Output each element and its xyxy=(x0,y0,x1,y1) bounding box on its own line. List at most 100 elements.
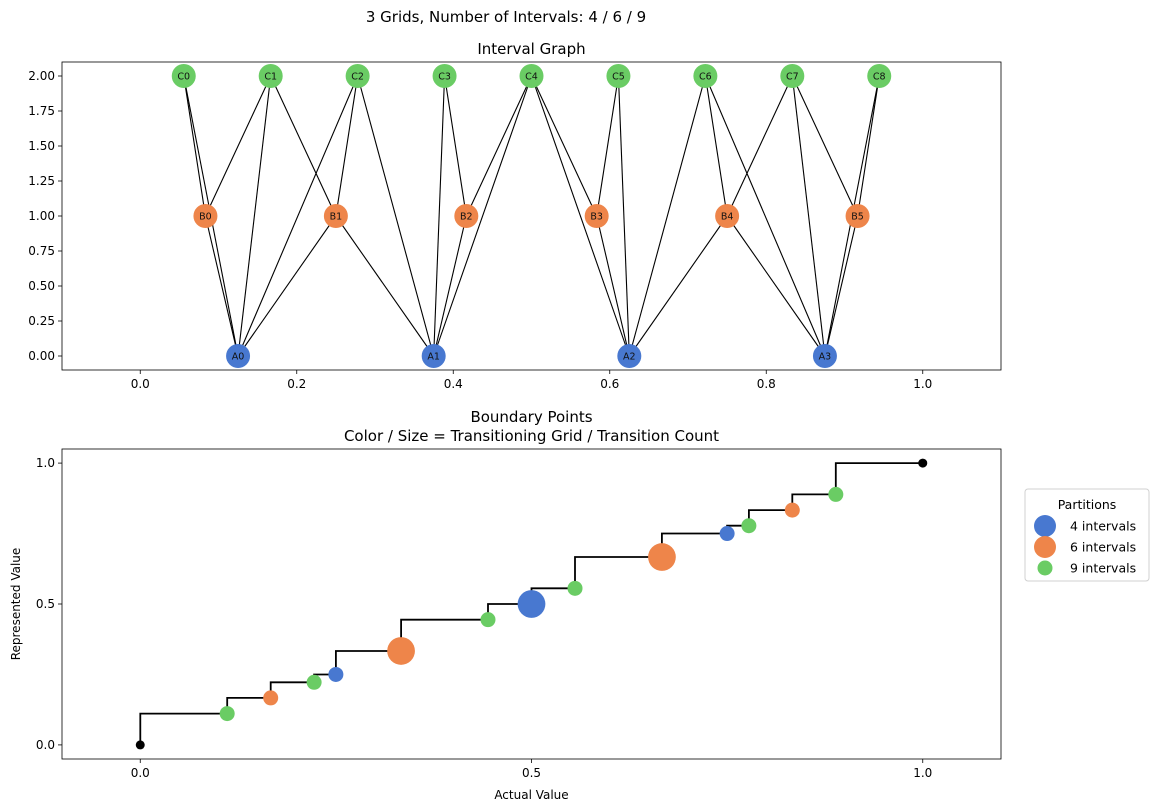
graph-node xyxy=(258,64,283,88)
y-tick-label: 0.00 xyxy=(28,349,55,363)
graph-node-label: B3 xyxy=(590,212,603,223)
graph-node-label: B0 xyxy=(199,212,212,223)
y-tick-label: 0.25 xyxy=(28,314,55,328)
graph-node xyxy=(193,204,218,228)
interval-graph-title: Interval Graph xyxy=(477,40,585,58)
y-tick-label: 1.00 xyxy=(28,209,55,223)
figure-suptitle: 3 Grids, Number of Intervals: 4 / 6 / 9 xyxy=(366,8,646,26)
graph-node-label: C2 xyxy=(351,72,364,83)
legend-marker xyxy=(1034,536,1056,558)
graph-node-label: C5 xyxy=(612,72,625,83)
graph-edge xyxy=(531,75,598,217)
legend-label: 9 intervals xyxy=(1070,561,1136,576)
graph-node xyxy=(432,64,457,88)
boundary-point xyxy=(741,518,757,534)
partitions-legend: Partitions 4 intervals 6 intervals 9 inter… xyxy=(1024,488,1150,582)
y-tick-label: 2.00 xyxy=(28,69,55,83)
boundary-point xyxy=(480,612,496,628)
graph-node-label: A3 xyxy=(819,352,832,363)
interval-graph-nodes: A0 A1 A2 A3 B0 B1 B2 B3 B4 B5 C0 C1 C2 C3 C4 C5 C6 C7 C8 xyxy=(171,64,892,368)
graph-node xyxy=(421,344,446,368)
graph-edge xyxy=(237,215,337,357)
graph-node xyxy=(171,64,196,88)
graph-edge xyxy=(204,75,272,217)
graph-node xyxy=(617,344,642,368)
y-tick-label: 0.50 xyxy=(28,279,55,293)
graph-node-label: A0 xyxy=(232,352,245,363)
graph-node xyxy=(519,64,544,88)
graph-edge xyxy=(237,75,359,357)
interval-graph-plot-area xyxy=(62,62,1001,370)
legend-marker xyxy=(1034,515,1056,537)
boundary-points-chart: Boundary Points Color / Size = Transitio… xyxy=(9,408,1150,802)
graph-node-label: C0 xyxy=(177,72,190,83)
y-tick-label: 0.0 xyxy=(36,738,55,752)
boundary-points-title-line-1: Boundary Points xyxy=(470,408,592,426)
graph-edge xyxy=(596,75,619,217)
graph-edge xyxy=(791,75,826,357)
boundary-point xyxy=(263,690,279,706)
x-tick-label: 0.4 xyxy=(444,377,463,391)
legend-title: Partitions xyxy=(1058,497,1117,512)
legend-entries: 4 intervals 6 intervals 9 intervals xyxy=(1034,515,1136,576)
legend-label: 4 intervals xyxy=(1070,519,1136,534)
graph-edge xyxy=(617,75,630,357)
endpoint-marker xyxy=(135,740,145,750)
boundary-points-frame xyxy=(61,448,1002,760)
x-tick-label: 1.0 xyxy=(913,377,932,391)
y-tick-label: 0.75 xyxy=(28,244,55,258)
boundary-point xyxy=(648,543,676,571)
graph-node xyxy=(454,204,479,228)
graph-node-label: A2 xyxy=(623,352,636,363)
boundary-point xyxy=(828,486,844,502)
interval-graph-frame xyxy=(61,61,1002,371)
graph-edge xyxy=(183,75,206,217)
graph-node-label: B4 xyxy=(721,212,734,223)
graph-node-label: B1 xyxy=(330,212,343,223)
graph-node-label: C7 xyxy=(786,72,799,83)
graph-edge xyxy=(204,215,239,357)
boundary-point xyxy=(517,590,546,618)
graph-edge xyxy=(465,75,532,217)
graph-node xyxy=(584,204,609,228)
boundary-point xyxy=(328,666,344,682)
graph-node-label: B2 xyxy=(460,212,473,223)
graph-edge xyxy=(433,75,533,357)
boundary-points-y-axis: 0.0 0.5 1.0 xyxy=(36,456,62,752)
graph-edge xyxy=(335,215,435,357)
boundary-points-title-line-2: Color / Size = Transitioning Grid / Tran… xyxy=(344,427,719,445)
interval-graph-y-axis: 0.00 0.25 0.50 0.75 1.00 1.25 1.50 1.75 2.00 xyxy=(28,69,62,363)
graph-edge xyxy=(237,75,272,357)
graph-edge xyxy=(270,75,337,217)
graph-node xyxy=(845,204,870,228)
graph-edge xyxy=(704,75,826,357)
boundary-points-x-axis: 0.0 0.5 1.0 xyxy=(131,759,932,780)
legend-label: 6 intervals xyxy=(1070,540,1136,555)
graph-node xyxy=(715,204,740,228)
x-tick-label: 0.0 xyxy=(131,766,150,780)
endpoint-marker xyxy=(918,458,928,468)
graph-node-label: C3 xyxy=(438,72,451,83)
graph-node xyxy=(323,204,348,228)
boundary-point xyxy=(219,706,235,722)
graph-edge xyxy=(596,215,630,357)
graph-edge xyxy=(433,215,467,357)
y-tick-label: 1.0 xyxy=(36,456,55,470)
graph-edge xyxy=(704,75,728,217)
graph-edge xyxy=(824,215,859,357)
graph-node xyxy=(867,64,892,88)
interval-graph-chart: Interval Graph A0 A1 A2 A3 B0 B1 B2 B3 B4 B5 C0 C1 C… xyxy=(28,40,1002,391)
graph-edge xyxy=(628,215,728,357)
boundary-point xyxy=(567,580,583,596)
graph-edge xyxy=(530,75,630,357)
graph-edge xyxy=(726,75,793,217)
x-axis-label: Actual Value xyxy=(494,788,568,802)
graph-node xyxy=(780,64,805,88)
graph-node-label: C4 xyxy=(525,72,538,83)
graph-node-label: A1 xyxy=(427,352,440,363)
graph-node-label: B5 xyxy=(851,212,864,223)
legend-frame xyxy=(1024,488,1150,582)
legend-marker xyxy=(1037,560,1053,576)
y-axis-label: Represented Value xyxy=(9,548,23,661)
